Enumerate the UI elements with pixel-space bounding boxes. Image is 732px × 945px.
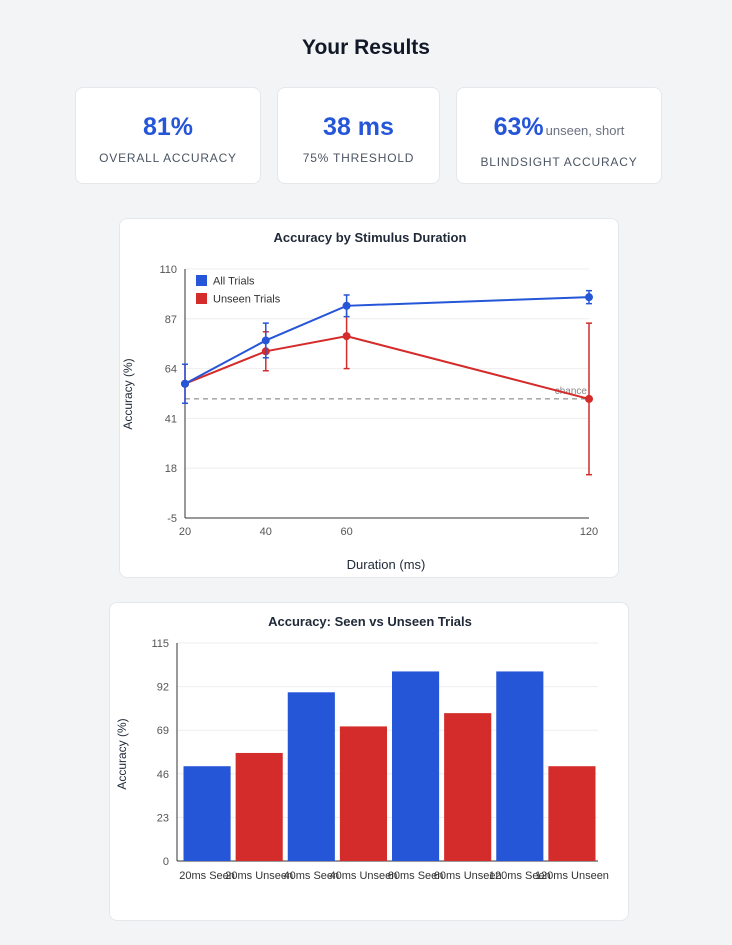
stat-value-blindsight-accuracy: 63% unseen, short bbox=[457, 112, 661, 146]
y-tick-label: 87 bbox=[165, 314, 177, 326]
bar-chart-title: Accuracy: Seen vs Unseen Trials bbox=[268, 614, 472, 629]
y-tick-label: 41 bbox=[165, 413, 177, 425]
y-tick-label: 23 bbox=[157, 812, 169, 824]
series-all-trials bbox=[181, 289, 593, 404]
y-tick-label: 115 bbox=[151, 638, 169, 650]
data-point bbox=[261, 336, 270, 345]
x-tick-label: 20 bbox=[179, 526, 191, 538]
data-point bbox=[342, 301, 351, 310]
bar bbox=[496, 671, 544, 861]
y-tick-label: 18 bbox=[165, 463, 177, 475]
data-point bbox=[585, 293, 593, 302]
stat-value-threshold: 38 ms bbox=[278, 112, 439, 142]
x-tick-label: 20ms Seen bbox=[179, 870, 235, 882]
y-tick-label: 92 bbox=[157, 682, 169, 694]
x-tick-label: 40 bbox=[260, 526, 272, 538]
legend-swatch bbox=[196, 293, 207, 304]
stat-card-threshold: 38 ms 75% THRESHOLD bbox=[277, 87, 440, 184]
x-tick-label: 60ms Seen bbox=[388, 870, 444, 882]
x-tick-label: 40ms Unseen bbox=[330, 870, 398, 882]
x-tick-label: 20ms Unseen bbox=[225, 870, 293, 882]
legend-label: All Trials bbox=[213, 276, 255, 288]
bar bbox=[392, 671, 440, 861]
x-tick-label: 60 bbox=[340, 526, 352, 538]
bar-chart-ylabel: Accuracy (%) bbox=[115, 718, 129, 789]
bar bbox=[548, 766, 596, 861]
bar bbox=[444, 713, 492, 861]
stat-value-note: unseen, short bbox=[545, 123, 625, 138]
stat-label-overall-accuracy: OVERALL ACCURACY bbox=[99, 151, 237, 165]
legend-swatch bbox=[196, 275, 207, 286]
bar-chart: Accuracy: Seen vs Unseen Trials Accuracy… bbox=[115, 614, 609, 882]
stat-label-threshold: 75% THRESHOLD bbox=[302, 151, 415, 165]
page-title: Your Results bbox=[302, 36, 430, 59]
x-tick-label: 120 bbox=[580, 526, 598, 538]
bar bbox=[287, 692, 335, 861]
line-chart: Accuracy by Stimulus Duration Duration (… bbox=[121, 230, 598, 572]
stat-value-overall-accuracy: 81% bbox=[76, 112, 260, 142]
stat-value-text: 81% bbox=[142, 113, 194, 141]
data-point bbox=[585, 394, 593, 403]
line-chart-ylabel: Accuracy (%) bbox=[121, 358, 135, 429]
x-tick-label: 120ms Unseen bbox=[535, 870, 609, 882]
x-tick-label: 120ms Seen bbox=[489, 870, 551, 882]
chance-label: chance bbox=[555, 386, 588, 397]
legend-label: Unseen Trials bbox=[213, 294, 281, 306]
series-line bbox=[184, 335, 590, 400]
data-point bbox=[342, 332, 351, 341]
stat-card-overall-accuracy: 81% OVERALL ACCURACY bbox=[75, 87, 261, 184]
y-tick-label: 110 bbox=[159, 264, 177, 276]
bar-chart-card: Accuracy: Seen vs Unseen Trials Accuracy… bbox=[109, 602, 629, 921]
stat-value-text: 38 ms bbox=[323, 113, 394, 141]
line-chart-card: Accuracy by Stimulus Duration Duration (… bbox=[119, 218, 619, 578]
y-tick-label: 69 bbox=[157, 725, 169, 737]
bar bbox=[235, 752, 283, 861]
series-line bbox=[184, 296, 590, 385]
x-tick-label: 40ms Seen bbox=[283, 870, 339, 882]
y-tick-label: 0 bbox=[163, 856, 169, 868]
series-unseen-trials bbox=[181, 302, 593, 476]
y-tick-label: 64 bbox=[165, 364, 177, 376]
y-tick-label: 46 bbox=[157, 769, 169, 781]
stat-label-blindsight-accuracy: BLINDSIGHT ACCURACY bbox=[480, 155, 638, 169]
x-tick-label: 60ms Unseen bbox=[434, 870, 502, 882]
line-chart-title: Accuracy by Stimulus Duration bbox=[274, 230, 467, 245]
y-tick-label: -5 bbox=[167, 513, 177, 525]
stat-value-text: 63% bbox=[493, 113, 544, 141]
bar bbox=[339, 726, 387, 861]
stat-card-blindsight-accuracy: 63% unseen, short BLINDSIGHT ACCURACY bbox=[456, 87, 662, 184]
data-point bbox=[181, 379, 189, 388]
line-chart-xlabel: Duration (ms) bbox=[347, 557, 426, 572]
bar bbox=[183, 766, 231, 861]
